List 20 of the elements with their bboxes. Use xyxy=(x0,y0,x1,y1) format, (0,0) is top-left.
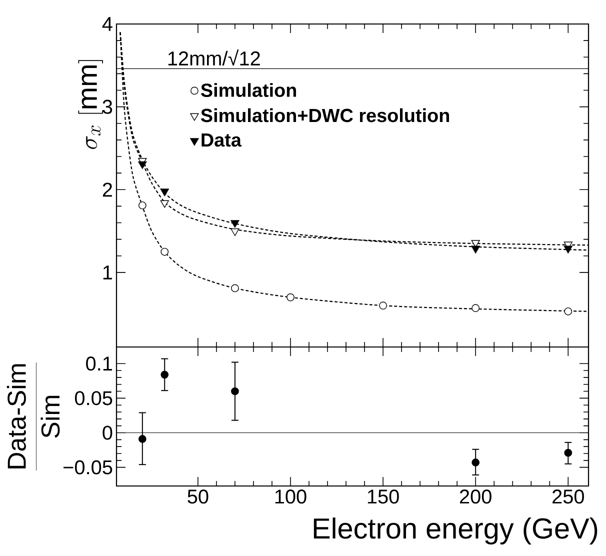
x-tick-label: 50 xyxy=(188,490,208,504)
ref-line-label: 12mm/√12 xyxy=(168,50,260,66)
y-axis-title: $\sigma_{x}\ [\mathrm{mm}]$ xyxy=(78,60,103,149)
y-tick-label: 3 xyxy=(102,100,112,114)
y-tick-label: 2 xyxy=(102,182,112,197)
x-tick-label: 250 xyxy=(552,490,584,504)
y-tick-label: 1 xyxy=(103,266,112,280)
y-tick-label: 0.1 xyxy=(86,356,112,371)
x-tick-label: 100 xyxy=(275,490,306,504)
x-axis-title: Electron energy (GeV) xyxy=(314,518,598,544)
x-tick-label: 200 xyxy=(460,490,492,504)
legend-label: Simulation xyxy=(200,83,296,97)
legend-label: Data xyxy=(202,133,242,147)
y-tick-label: −0.05 xyxy=(64,460,112,474)
x-tick-label: 150 xyxy=(368,490,399,504)
y-tick-label: 0.05 xyxy=(74,391,112,406)
y-tick-label: 4 xyxy=(102,17,112,31)
legend-label: Simulation+DWC resolution xyxy=(200,108,450,122)
y-tick-label: 0 xyxy=(102,426,112,440)
y-axis-title: $\frac{\mbox{Data-Sim}}{\mbox{Sim}}$ xyxy=(6,362,60,470)
